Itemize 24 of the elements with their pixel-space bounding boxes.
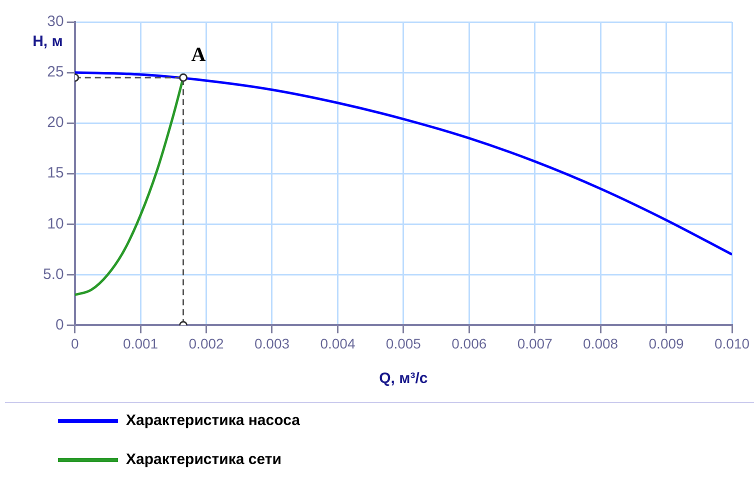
x-tick-label: 0.008 [583, 335, 618, 352]
line-series [74, 71, 732, 256]
y-tick-label: 30 [47, 13, 64, 30]
y-axis-title: H, м [32, 33, 63, 50]
legend-label: Характеристика сети [126, 451, 282, 468]
x-tick-label: 0.002 [188, 335, 224, 352]
annotation: A [191, 44, 206, 66]
x-tick-label: 0.005 [386, 335, 422, 352]
x-tick-label: 0.004 [320, 335, 356, 352]
x-tick-label: 0.007 [517, 335, 553, 352]
x-tick-label: 0.010 [714, 335, 750, 352]
y-tick-label: 20 [47, 114, 64, 132]
y-tick-label: 0 [56, 316, 64, 334]
x-tick-label: 0.006 [452, 335, 487, 352]
x-tick-label: 0.009 [648, 335, 684, 352]
y-tick-label: 25 [47, 64, 64, 81]
y-tick-label: 15 [47, 164, 64, 182]
y-tick-label: 5.0 [42, 266, 64, 283]
x-tick-label: 0.001 [123, 335, 158, 352]
x-axis-title: Q, м³/с [379, 370, 428, 388]
y-tick-label: 10 [47, 215, 64, 232]
legend-label: Характеристика насоса [126, 412, 300, 429]
x-tick-label: 0 [70, 335, 79, 352]
x-tick-label: 0.003 [254, 335, 290, 352]
